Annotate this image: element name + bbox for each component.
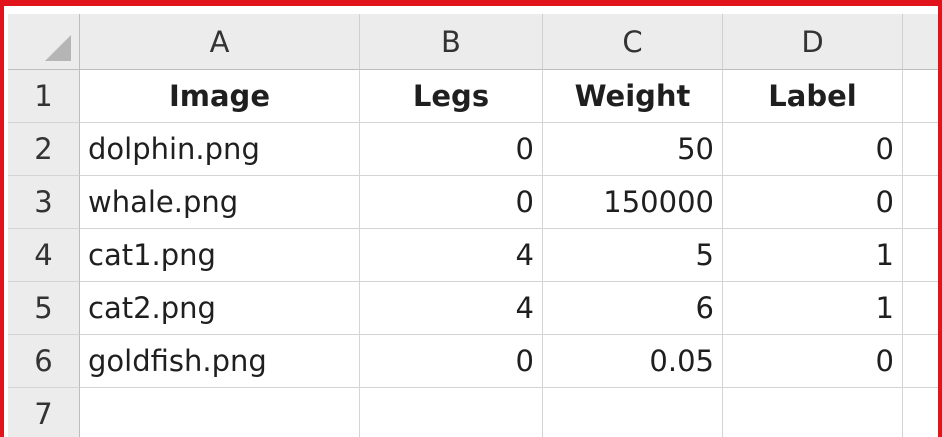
column-header-row: A B C D	[8, 14, 938, 70]
row-header[interactable]: 1	[8, 70, 80, 123]
cell-a1[interactable]: Image	[80, 70, 360, 123]
cell-a5[interactable]: cat2.png	[80, 282, 360, 335]
column-header-c[interactable]: C	[543, 14, 723, 70]
cell-c6[interactable]: 0.05	[543, 335, 723, 388]
sheet-row-7: 7	[8, 388, 938, 437]
cell-d2[interactable]: 0	[723, 123, 903, 176]
cell-d1[interactable]: Label	[723, 70, 903, 123]
cell-c4[interactable]: 5	[543, 229, 723, 282]
spreadsheet-grid: A B C D 1 Image Legs Weight Label 2 dolp…	[8, 14, 938, 437]
cell-b4[interactable]: 4	[360, 229, 543, 282]
column-header-a[interactable]: A	[80, 14, 360, 70]
cell-a3[interactable]: whale.png	[80, 176, 360, 229]
cell-e3[interactable]	[903, 176, 938, 229]
sheet-row-3: 3 whale.png 0 150000 0	[8, 176, 938, 229]
sheet-row-1: 1 Image Legs Weight Label	[8, 70, 938, 123]
row-header[interactable]: 7	[8, 388, 80, 437]
row-header[interactable]: 6	[8, 335, 80, 388]
column-header-b[interactable]: B	[360, 14, 543, 70]
cell-d5[interactable]: 1	[723, 282, 903, 335]
column-header-e[interactable]	[903, 14, 938, 70]
cell-e2[interactable]	[903, 123, 938, 176]
cell-d3[interactable]: 0	[723, 176, 903, 229]
cell-e1[interactable]	[903, 70, 938, 123]
cell-e7[interactable]	[903, 388, 938, 437]
cell-e4[interactable]	[903, 229, 938, 282]
cell-a7[interactable]	[80, 388, 360, 437]
cell-b3[interactable]: 0	[360, 176, 543, 229]
row-header[interactable]: 2	[8, 123, 80, 176]
cell-b1[interactable]: Legs	[360, 70, 543, 123]
cell-a6[interactable]: goldfish.png	[80, 335, 360, 388]
cell-e5[interactable]	[903, 282, 938, 335]
cell-c1[interactable]: Weight	[543, 70, 723, 123]
cell-d4[interactable]: 1	[723, 229, 903, 282]
sheet-row-5: 5 cat2.png 4 6 1	[8, 282, 938, 335]
select-all-corner[interactable]	[8, 14, 80, 70]
cell-b2[interactable]: 0	[360, 123, 543, 176]
cell-b5[interactable]: 4	[360, 282, 543, 335]
column-header-d[interactable]: D	[723, 14, 903, 70]
row-header[interactable]: 5	[8, 282, 80, 335]
cell-c5[interactable]: 6	[543, 282, 723, 335]
cell-c2[interactable]: 50	[543, 123, 723, 176]
cell-c3[interactable]: 150000	[543, 176, 723, 229]
select-all-triangle-icon	[45, 35, 71, 61]
cell-a2[interactable]: dolphin.png	[80, 123, 360, 176]
row-header[interactable]: 3	[8, 176, 80, 229]
cell-e6[interactable]	[903, 335, 938, 388]
cell-b6[interactable]: 0	[360, 335, 543, 388]
row-header[interactable]: 4	[8, 229, 80, 282]
sheet-row-6: 6 goldfish.png 0 0.05 0	[8, 335, 938, 388]
cell-c7[interactable]	[543, 388, 723, 437]
cell-d6[interactable]: 0	[723, 335, 903, 388]
sheet-row-2: 2 dolphin.png 0 50 0	[8, 123, 938, 176]
sheet-row-4: 4 cat1.png 4 5 1	[8, 229, 938, 282]
cell-b7[interactable]	[360, 388, 543, 437]
cell-a4[interactable]: cat1.png	[80, 229, 360, 282]
cell-d7[interactable]	[723, 388, 903, 437]
